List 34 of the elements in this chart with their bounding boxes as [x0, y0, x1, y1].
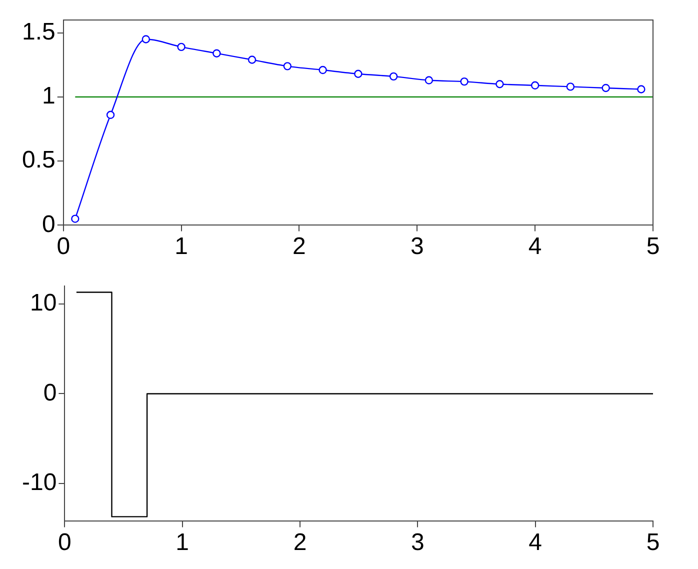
point	[566, 82, 575, 91]
point	[106, 110, 115, 120]
x-tick-label: 1	[174, 233, 188, 260]
point	[354, 70, 362, 78]
point	[283, 62, 292, 70]
point	[460, 77, 468, 86]
point	[602, 84, 610, 92]
point	[389, 72, 398, 81]
x-tick-label: 5	[646, 529, 660, 556]
y-tick-label: 1	[42, 82, 56, 110]
point	[496, 80, 504, 88]
x-tick-label: 2	[292, 233, 306, 260]
x-tick-label: 3	[410, 233, 424, 260]
y-tick-label: 10	[30, 290, 57, 317]
x-tick-label: 1	[176, 529, 190, 556]
y-tick-label: 0	[42, 210, 56, 238]
y-tick-label: 0	[43, 379, 57, 406]
x-tick-label: 2	[293, 529, 307, 556]
x-tick-label: 4	[528, 529, 542, 556]
point	[637, 85, 646, 94]
x-tick-label: 3	[410, 529, 424, 556]
point	[530, 81, 540, 90]
y-tick-label: 0.5	[22, 146, 56, 174]
point	[71, 214, 80, 223]
point	[142, 35, 150, 44]
y-tick-label: -10	[22, 469, 57, 496]
point	[318, 66, 327, 74]
point	[424, 76, 434, 84]
point	[177, 42, 186, 52]
x-tick-label: 5	[646, 233, 660, 260]
point	[248, 56, 256, 64]
x-tick-label: 4	[528, 233, 542, 260]
y-tick-label: 1.5	[22, 18, 56, 46]
point	[212, 49, 221, 58]
